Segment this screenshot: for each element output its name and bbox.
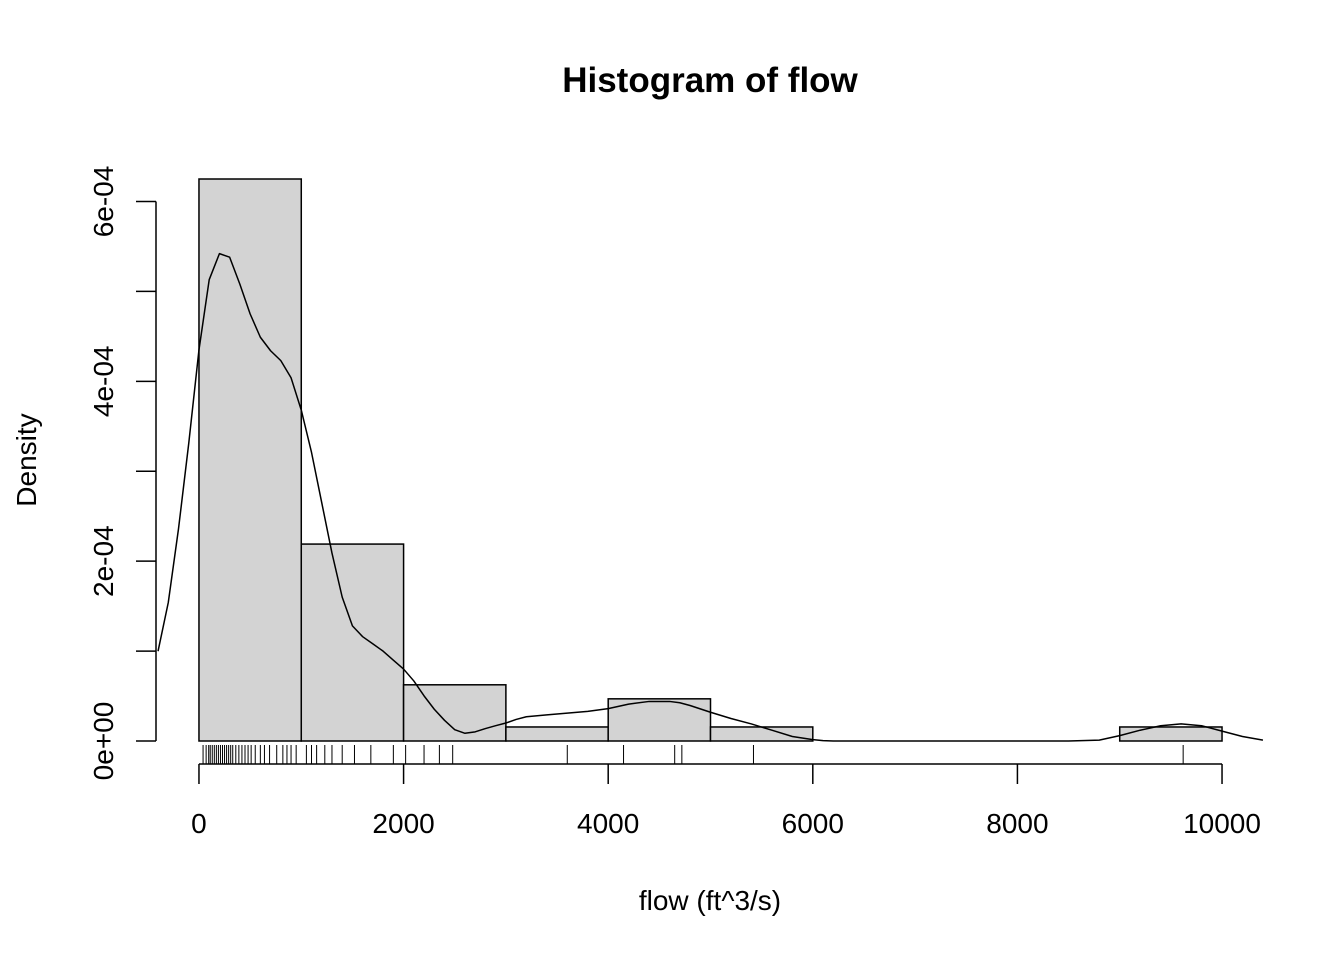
- histogram-bar-4: [505, 726, 609, 742]
- rug-marks: [202, 745, 1184, 764]
- y-tick-label-1: 0e+00: [88, 702, 119, 781]
- x-tick-label-4: 6000: [782, 808, 844, 839]
- x-tick-label-6: 10000: [1183, 808, 1261, 839]
- histogram-bar-1: [198, 178, 303, 742]
- x-tick-label-5: 8000: [986, 808, 1048, 839]
- chart-title: Histogram of flow: [562, 61, 858, 100]
- x-axis: 0 2000 4000 6000 8000 10000: [191, 763, 1261, 839]
- histogram-bar-2: [300, 543, 405, 742]
- histogram-bar-10: [1118, 726, 1223, 742]
- histogram-bar-6: [709, 726, 814, 742]
- y-tick-label-4: 6e-04: [88, 166, 119, 238]
- histogram-bar-3: [402, 684, 507, 742]
- histogram-bars: [198, 178, 1223, 742]
- density-curve-group: [157, 252, 1264, 742]
- x-axis-label: flow (ft^3/s): [639, 885, 781, 916]
- x-tick-label-1: 0: [191, 808, 207, 839]
- y-tick-label-3: 4e-04: [88, 346, 119, 418]
- y-tick-label-2: 2e-04: [88, 525, 119, 597]
- x-tick-label-3: 4000: [577, 808, 639, 839]
- density-curve: [157, 252, 1264, 742]
- x-tick-label-2: 2000: [372, 808, 434, 839]
- y-axis-label: Density: [11, 413, 42, 506]
- y-axis: 0e+00 2e-04 4e-04 6e-04: [88, 166, 157, 781]
